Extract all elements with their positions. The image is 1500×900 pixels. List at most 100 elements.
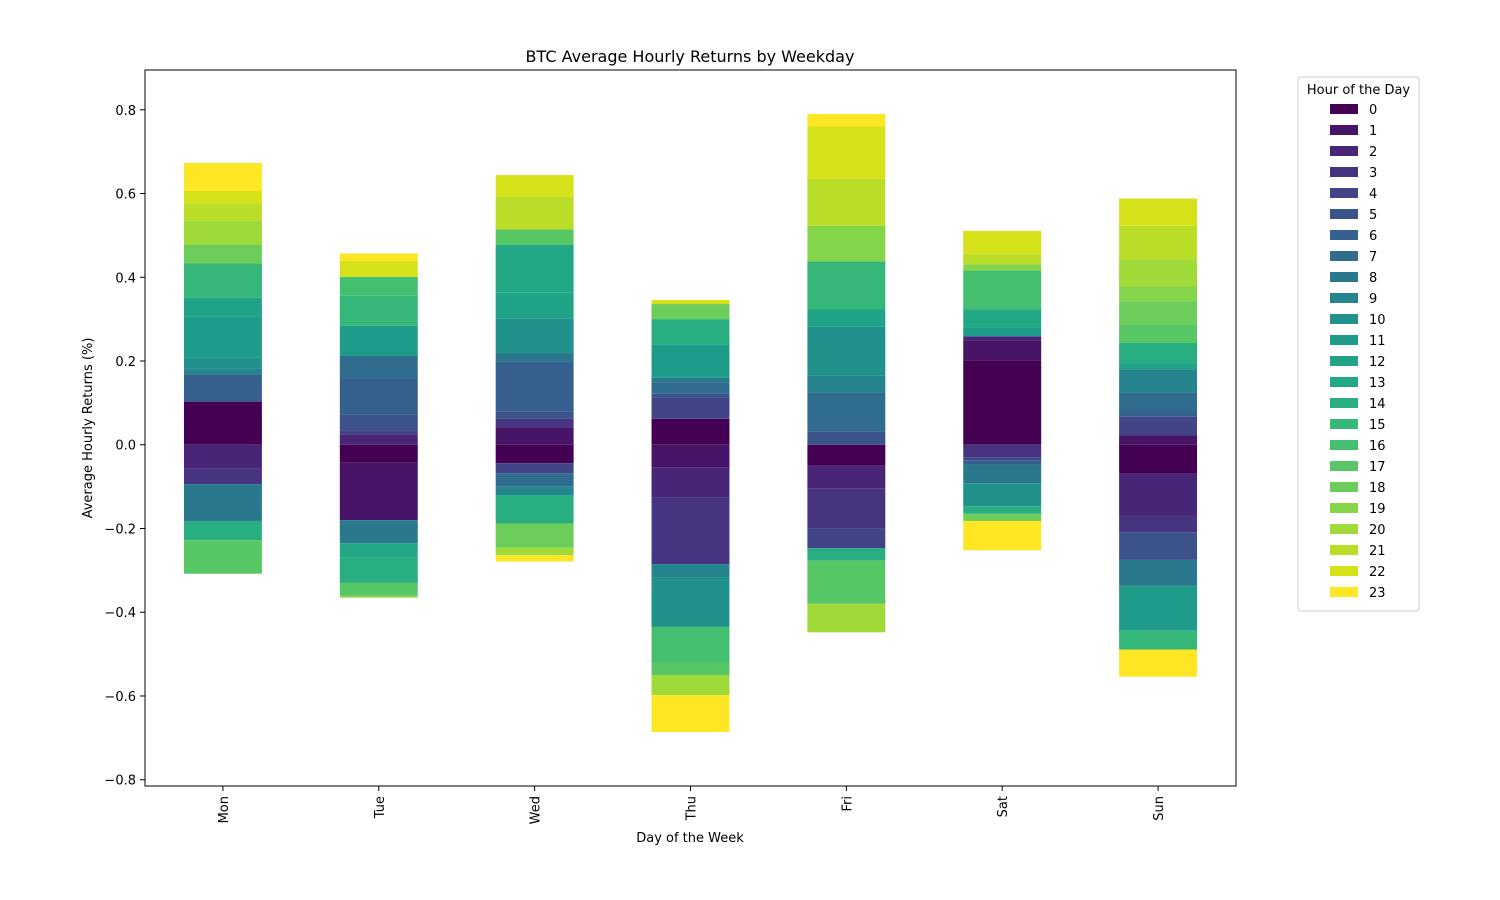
legend-label-hour-23: 23: [1369, 586, 1386, 601]
bar-segment-fri-hour-12: [807, 309, 886, 327]
bar-segment-wed-hour-20: [495, 547, 574, 556]
bar-segment-mon-hour-10: [183, 357, 262, 369]
bar-segment-thu-hour-20: [651, 675, 730, 696]
bar-segment-tue-hour-23: [339, 253, 418, 261]
bar-segment-fri-hour-20: [807, 603, 886, 633]
legend-label-hour-12: 12: [1369, 355, 1386, 370]
legend-label-hour-22: 22: [1369, 565, 1386, 580]
legend-swatch-hour-23: [1330, 587, 1358, 597]
legend-label-hour-18: 18: [1369, 481, 1386, 496]
bar-segment-fri-hour-0: [807, 444, 886, 466]
bar-segment-sun-hour-19: [1119, 286, 1198, 302]
bar-segment-tue-hour-16: [339, 276, 418, 296]
bar-segment-fri-hour-17: [807, 560, 886, 604]
legend: Hour of the Day0123456789101112131415161…: [1297, 76, 1420, 612]
bar-segment-thu-hour-8: [651, 377, 730, 383]
legend-label-hour-0: 0: [1369, 103, 1377, 118]
legend-label-hour-6: 6: [1369, 229, 1377, 244]
bar-segment-wed-hour-5: [495, 411, 574, 419]
legend-label-hour-11: 11: [1369, 334, 1386, 349]
legend-swatch-hour-2: [1330, 146, 1358, 156]
y-tick-label: 0.4: [115, 271, 136, 286]
legend-swatch-hour-7: [1330, 251, 1358, 261]
bar-segment-fri-hour-2: [807, 465, 886, 489]
legend-swatch-hour-5: [1330, 209, 1358, 219]
bar-segment-sat-hour-19: [963, 264, 1042, 271]
bar-segment-fri-hour-3: [807, 488, 886, 529]
bar-segment-thu-hour-11: [651, 344, 730, 378]
bar-segment-sun-hour-12: [1119, 363, 1198, 370]
legend-label-hour-2: 2: [1369, 145, 1377, 160]
bar-segment-sat-hour-2: [963, 336, 1042, 341]
y-axis-label: Average Hourly Returns (%): [81, 338, 96, 519]
legend-label-hour-9: 9: [1369, 292, 1377, 307]
bar-segment-thu-hour-17: [651, 662, 730, 676]
bar-segment-thu-hour-23: [651, 695, 730, 732]
bar-segment-sun-hour-8: [1119, 559, 1198, 586]
bar-segment-sat-hour-6: [963, 460, 1042, 465]
bar-segment-wed-hour-13: [495, 245, 574, 293]
legend-label-hour-7: 7: [1369, 250, 1377, 265]
bar-segment-wed-hour-10: [495, 318, 574, 354]
bar-segment-thu-hour-4: [651, 397, 730, 419]
bar-segment-mon-hour-18: [183, 244, 262, 264]
bar-segment-sun-hour-23: [1119, 649, 1198, 677]
legend-swatch-hour-4: [1330, 188, 1358, 198]
bar-segment-fri-hour-21: [807, 178, 886, 226]
y-tick-label: −0.8: [104, 774, 136, 789]
bar-segment-thu-hour-18: [651, 304, 730, 320]
legend-label-hour-15: 15: [1369, 418, 1386, 433]
legend-swatch-hour-1: [1330, 125, 1358, 135]
bar-segment-sun-hour-20: [1119, 259, 1198, 287]
legend-label-hour-13: 13: [1369, 376, 1386, 391]
bar-segment-wed-hour-4: [495, 463, 574, 474]
bar-segment-thu-hour-2: [651, 467, 730, 498]
x-tick-label-fri: Fri: [840, 796, 855, 812]
bar-segment-thu-hour-9: [651, 564, 730, 578]
legend-label-hour-16: 16: [1369, 439, 1386, 454]
bar-segment-mon-hour-8: [183, 484, 262, 521]
bar-segment-tue-hour-4: [339, 430, 418, 435]
bar-segment-thu-hour-1: [651, 444, 730, 468]
legend-swatch-hour-9: [1330, 293, 1358, 303]
bar-segment-sat-hour-10: [963, 483, 1042, 507]
legend-swatch-hour-15: [1330, 419, 1358, 429]
legend-label-hour-8: 8: [1369, 271, 1377, 286]
bar-segment-tue-hour-14: [339, 557, 418, 583]
bar-segment-wed-hour-14: [495, 494, 574, 524]
bar-segment-mon-hour-6: [183, 374, 262, 402]
bars-layer: [183, 113, 1198, 732]
bar-segment-mon-hour-15: [183, 263, 262, 298]
bar-segment-fri-hour-10: [807, 326, 886, 376]
legend-swatch-hour-3: [1330, 167, 1358, 177]
bar-segment-fri-hour-22: [807, 126, 886, 179]
bar-segment-sun-hour-22: [1119, 198, 1198, 226]
bar-segment-wed-hour-1: [495, 427, 574, 445]
y-tick-label: −0.4: [104, 606, 136, 621]
bar-segment-sun-hour-2: [1119, 473, 1198, 516]
bar-segment-wed-hour-21: [495, 196, 574, 230]
bar-segment-tue-hour-13: [339, 543, 418, 558]
legend-label-hour-3: 3: [1369, 166, 1377, 181]
bar-segment-wed-hour-8: [495, 353, 574, 362]
x-tick-label-wed: Wed: [529, 796, 544, 824]
bar-segment-thu-hour-22: [651, 299, 730, 305]
bar-segment-mon-hour-21: [183, 203, 262, 221]
bar-segment-sun-hour-21: [1119, 225, 1198, 260]
bar-segment-thu-hour-10: [651, 577, 730, 627]
bar-segment-wed-hour-6: [495, 361, 574, 412]
x-tick-label-thu: Thu: [685, 796, 700, 821]
bar-segment-tue-hour-22: [339, 260, 418, 277]
legend-label-hour-1: 1: [1369, 124, 1377, 139]
bar-segment-sat-hour-18: [963, 513, 1042, 521]
bar-segment-wed-hour-0: [495, 444, 574, 464]
bar-segment-fri-hour-14: [807, 548, 886, 561]
bar-segment-thu-hour-16: [651, 626, 730, 663]
legend-swatch-hour-13: [1330, 377, 1358, 387]
legend-label-hour-21: 21: [1369, 544, 1386, 559]
bar-segment-mon-hour-12: [183, 297, 262, 317]
legend-title: Hour of the Day: [1307, 83, 1411, 98]
bar-segment-sun-hour-4: [1119, 416, 1198, 436]
bar-segment-fri-hour-9: [807, 375, 886, 393]
